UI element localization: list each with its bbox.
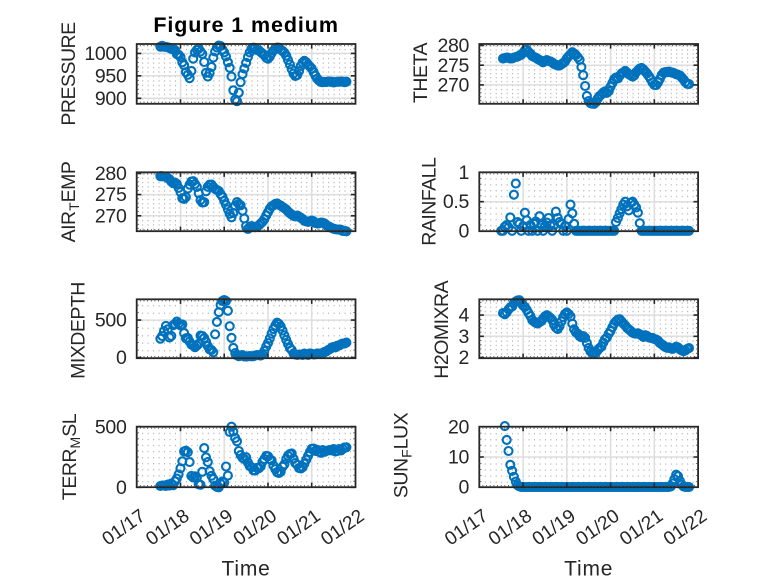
- svg-text:0: 0: [459, 220, 470, 242]
- svg-text:3: 3: [459, 326, 470, 348]
- svg-text:H2OMIXRA: H2OMIXRA: [431, 280, 453, 378]
- svg-text:1: 1: [459, 162, 470, 184]
- svg-text:280: 280: [95, 163, 127, 185]
- svg-text:275: 275: [437, 55, 469, 77]
- svg-text:500: 500: [95, 310, 127, 332]
- svg-text:Figure 1 medium: Figure 1 medium: [153, 13, 339, 37]
- svg-text:MIXDEPTH: MIXDEPTH: [68, 282, 90, 379]
- svg-text:900: 900: [95, 88, 127, 110]
- svg-text:270: 270: [437, 75, 469, 97]
- svg-text:Time: Time: [222, 558, 271, 581]
- svg-text:TERRM​SL: TERRM​SL: [59, 413, 83, 500]
- svg-text:0: 0: [116, 477, 127, 499]
- svg-text:0: 0: [116, 347, 127, 369]
- svg-text:10: 10: [448, 447, 470, 469]
- svg-text:20: 20: [448, 417, 470, 439]
- svg-text:Time: Time: [564, 558, 613, 581]
- svg-text:4: 4: [459, 305, 470, 327]
- svg-text:950: 950: [95, 65, 127, 87]
- svg-text:280: 280: [437, 35, 469, 57]
- svg-text:0: 0: [459, 477, 470, 499]
- svg-text:RAINFALL: RAINFALL: [419, 157, 441, 246]
- svg-text:2: 2: [459, 347, 470, 369]
- svg-text:270: 270: [95, 205, 127, 227]
- svg-text:500: 500: [95, 416, 127, 438]
- svg-text:275: 275: [95, 184, 127, 206]
- svg-text:1000: 1000: [84, 43, 127, 65]
- svg-text:0.5: 0.5: [443, 191, 470, 213]
- svg-text:AIRT​EMP: AIRT​EMP: [58, 162, 82, 243]
- svg-text:THETA: THETA: [410, 43, 432, 103]
- svg-text:PRESSURE: PRESSURE: [58, 22, 80, 126]
